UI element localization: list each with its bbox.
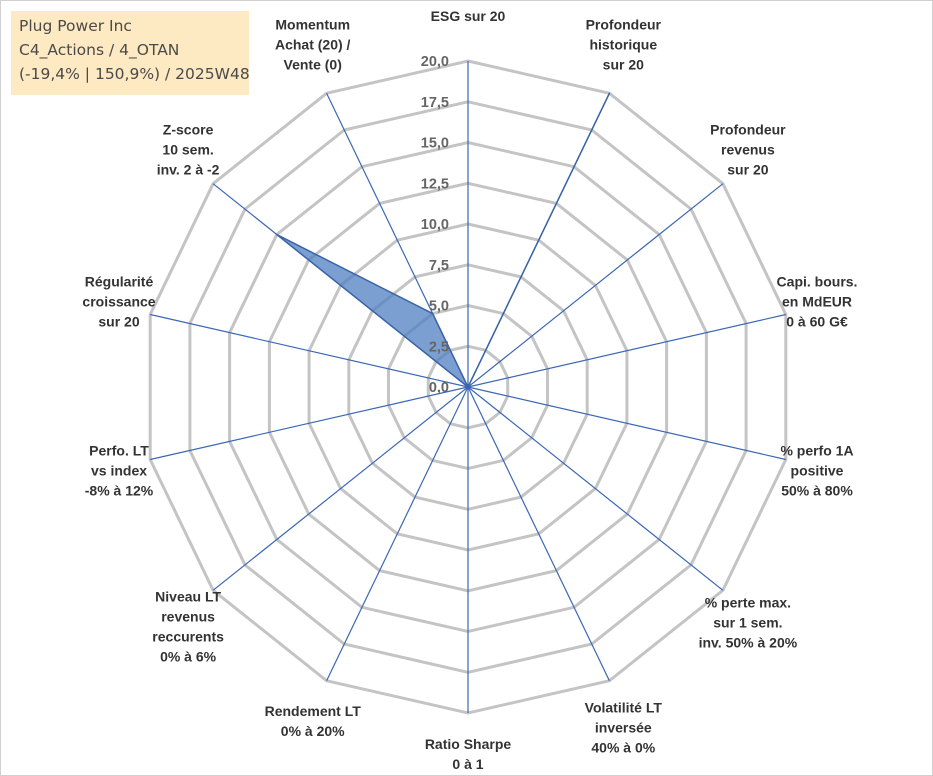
axis-label: Volatilité LT inversée 40% à 0% xyxy=(585,700,663,756)
axis-label-line: ESG sur 20 xyxy=(431,8,506,24)
axis-spoke xyxy=(467,313,786,388)
axis-spoke xyxy=(326,386,469,681)
axis-label: % perte max. sur 1 sem. inv. 50% à 20% xyxy=(699,594,798,650)
axis-label-line: historique xyxy=(589,37,657,53)
tick-label: 12,5 xyxy=(421,176,449,192)
axis-label-line: en MdEUR xyxy=(782,294,852,310)
axis-label-line: vs index xyxy=(91,462,147,478)
axis-label-line: croissance xyxy=(82,294,155,310)
axis-label-line: % perfo 1A xyxy=(780,442,853,458)
axis-label-line: Rendement LT xyxy=(265,703,362,719)
axis-label-line: positive xyxy=(791,462,844,478)
axis-label-line: Volatilité LT xyxy=(585,700,663,716)
series-area xyxy=(276,92,611,388)
axis-label-line: Niveau LT xyxy=(155,589,221,605)
axis-spoke xyxy=(467,386,610,681)
tick-label: 15,0 xyxy=(421,136,449,152)
axis-label-line: 0 à 60 G€ xyxy=(786,314,848,330)
axis-label: Rendement LT 0% à 20% xyxy=(265,703,362,739)
tick-label: 20,0 xyxy=(421,54,449,70)
axis-label-line: 40% à 0% xyxy=(591,740,655,756)
axis-label-line: 0 à 1 xyxy=(452,756,483,772)
axis-label-line: Perfo. LT xyxy=(89,442,149,458)
axis-label: Momentum Achat (20) / Vente (0) xyxy=(275,17,351,73)
tick-label: 10,0 xyxy=(421,217,449,233)
axis-spoke xyxy=(150,313,469,388)
tick-label: 2,5 xyxy=(429,339,449,355)
axis-label-line: 10 sem. xyxy=(162,142,213,158)
axis-label-line: revenus xyxy=(161,609,215,625)
axis-label-line: -8% à 12% xyxy=(85,482,154,498)
axis-label-line: sur 20 xyxy=(727,162,768,178)
axis-label-line: 0% à 20% xyxy=(281,723,345,739)
axis-label-line: sur 20 xyxy=(98,314,139,330)
axis-label: % perfo 1A positive 50% à 80% xyxy=(780,442,853,498)
axis-label-line: Vente (0) xyxy=(284,57,342,73)
info-performance: (-19,4% | 150,9%) / 2025W48 xyxy=(19,65,250,83)
axis-label-line: % perte max. xyxy=(705,594,791,610)
axis-label-line: revenus xyxy=(721,142,775,158)
axis-spoke xyxy=(467,386,786,461)
info-company-name: Plug Power Inc xyxy=(19,17,132,35)
chart-info-box: Plug Power Inc C4_Actions / 4_OTAN (-19,… xyxy=(11,11,250,95)
axis-label: Ratio Sharpe 0 à 1 xyxy=(425,736,512,772)
tick-label: 5,0 xyxy=(429,299,449,315)
axis-label-line: Achat (20) / xyxy=(275,37,351,53)
axis-label-line: sur 20 xyxy=(603,57,644,73)
axis-label-line: Note xyxy=(452,1,483,4)
axis-label-line: Profondeur xyxy=(710,122,786,138)
tick-label: 7,5 xyxy=(429,258,449,274)
radar-axis-labels: Note ESG sur 20 Profondeur historique sur 20… xyxy=(82,1,857,772)
axis-label-line: inv. 2 à -2 xyxy=(157,162,220,178)
info-category: C4_Actions / 4_OTAN xyxy=(19,41,180,59)
axis-spoke xyxy=(467,183,724,388)
axis-label: Note ESG sur 20 xyxy=(431,1,506,24)
axis-label-line: Z-score xyxy=(163,122,214,138)
axis-label-line: Momentum xyxy=(275,17,350,33)
axis-label-line: sur 1 sem. xyxy=(713,614,782,630)
axis-label-line: Régularité xyxy=(85,274,154,290)
axis-spoke xyxy=(150,386,469,461)
axis-label-line: Profondeur xyxy=(586,17,662,33)
tick-label: 0,0 xyxy=(429,380,449,396)
radar-tick-labels: 0,0 2,5 5,0 7,5 10,0 12,5 15,0 17,5 20,0 xyxy=(421,54,449,396)
axis-spoke xyxy=(467,386,724,591)
axis-label-line: Capi. bours. xyxy=(777,274,858,290)
tick-label: 17,5 xyxy=(421,95,449,111)
axis-label: Capi. bours. en MdEUR 0 à 60 G€ xyxy=(777,274,858,330)
axis-label: Z-score 10 sem. inv. 2 à -2 xyxy=(157,122,220,178)
axis-label-line: Ratio Sharpe xyxy=(425,736,512,752)
axis-label-line: reccurents xyxy=(152,629,224,645)
axis-spoke xyxy=(212,386,469,591)
axis-label: Régularité croissance sur 20 xyxy=(82,274,155,330)
axis-label-line: inv. 50% à 20% xyxy=(699,634,798,650)
axis-label-line: inversée xyxy=(595,720,652,736)
axis-label: Perfo. LT vs index -8% à 12% xyxy=(85,442,154,498)
axis-label: Profondeur revenus sur 20 xyxy=(710,122,786,178)
axis-label: Niveau LT revenus reccurents 0% à 6% xyxy=(152,589,224,665)
axis-label: Profondeur historique sur 20 xyxy=(586,17,662,73)
axis-label-line: 50% à 80% xyxy=(781,482,853,498)
axis-label-line: 0% à 6% xyxy=(160,649,217,665)
radar-series xyxy=(276,92,611,388)
